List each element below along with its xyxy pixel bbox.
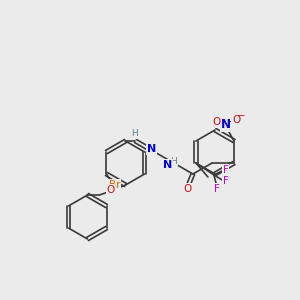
Text: Br: Br: [109, 180, 120, 190]
Text: O: O: [106, 185, 115, 195]
Text: N: N: [163, 160, 172, 170]
Text: O: O: [184, 184, 192, 194]
Text: O: O: [212, 117, 220, 127]
Text: −: −: [237, 111, 245, 121]
Text: F: F: [223, 165, 229, 175]
Text: F: F: [223, 176, 229, 186]
Text: +: +: [227, 116, 235, 125]
Text: N: N: [221, 118, 231, 131]
Text: N: N: [147, 144, 156, 154]
Text: O: O: [232, 115, 240, 125]
Text: H: H: [131, 130, 138, 139]
Text: F: F: [214, 184, 220, 194]
Text: H: H: [170, 157, 177, 166]
